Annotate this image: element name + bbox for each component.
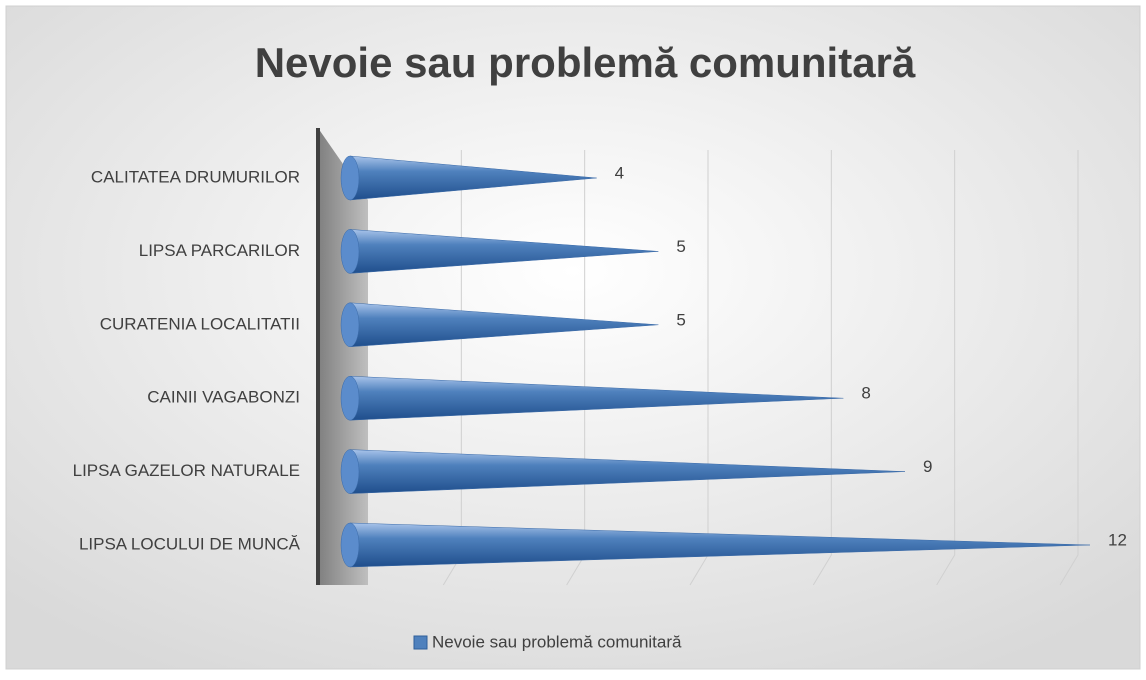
data-label: 9 (923, 457, 932, 476)
grid-line (936, 150, 956, 586)
cone-base (340, 229, 360, 274)
y-tick-label: CURATENIA LOCALITATII (100, 314, 300, 333)
background (5, 5, 1141, 670)
data-label: 5 (676, 310, 685, 329)
y-tick-label: LIPSA GAZELOR NATURALE (73, 461, 300, 480)
legend-label: Nevoie sau problemă comunitară (432, 632, 682, 651)
chart-title: Nevoie sau problemă comunitară (255, 39, 916, 86)
grid-line (1059, 150, 1079, 586)
cone-base (340, 302, 360, 348)
cone-base (340, 449, 360, 494)
grid-line (812, 150, 832, 586)
data-label: 4 (615, 163, 624, 182)
y-tick-label: LIPSA PARCARILOR (139, 241, 300, 260)
y-tick-label: CALITATEA DRUMURILOR (91, 167, 300, 186)
data-label: 5 (676, 237, 685, 256)
data-label: 8 (861, 384, 870, 403)
cone-base (340, 375, 360, 421)
cone-base (340, 522, 360, 568)
y-tick-label: CAINII VAGABONZI (147, 388, 300, 407)
cone-base (340, 155, 360, 201)
y-tick-label: LIPSA LOCULUI DE MUNCĂ (79, 534, 301, 553)
data-label: 12 (1108, 530, 1127, 549)
legend-swatch (413, 635, 428, 650)
